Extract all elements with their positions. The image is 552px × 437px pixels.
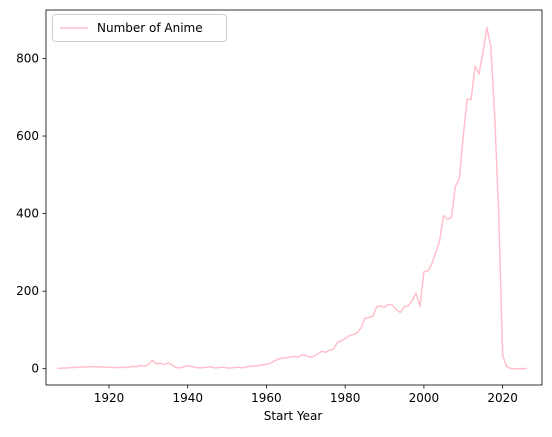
- y-tick-label: 600: [16, 129, 39, 143]
- x-tick-label: 1960: [251, 391, 282, 405]
- legend: Number of Anime: [52, 14, 227, 42]
- x-tick-label: 1980: [330, 391, 361, 405]
- x-tick-label: 1920: [94, 391, 125, 405]
- x-axis-title: Start Year: [264, 409, 323, 423]
- axes: 1920 1940 1960 1980 2000 2020 0 200 400 600 800: [16, 9, 543, 405]
- x-tick-label: 1940: [172, 391, 203, 405]
- y-tick-label: 800: [16, 51, 39, 65]
- axes-frame: [45, 9, 543, 386]
- y-tick-label: 400: [16, 207, 39, 221]
- y-tick-label: 200: [16, 284, 39, 298]
- legend-label-number-of-anime: Number of Anime: [97, 21, 203, 35]
- y-tick-label: 0: [31, 362, 39, 376]
- series-line-0: [57, 26, 527, 370]
- plot-area: [57, 26, 527, 370]
- legend-box: [52, 14, 227, 42]
- x-tick-label: 2000: [409, 391, 440, 405]
- x-tick-label: 2020: [487, 391, 518, 405]
